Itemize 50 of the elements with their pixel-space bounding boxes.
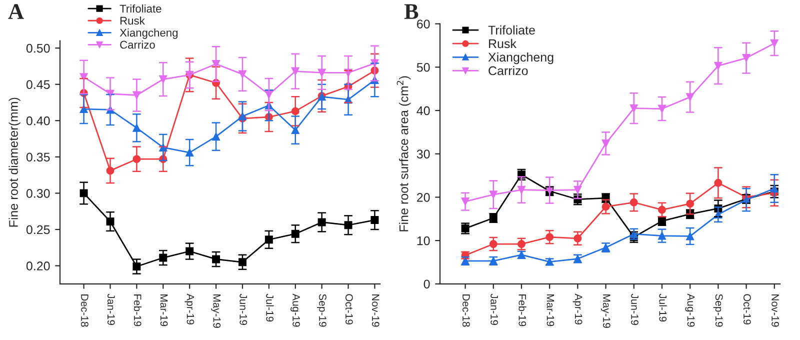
- y-tick-label: 30: [416, 150, 430, 158]
- x-tick-label: Jun-19: [240, 294, 248, 325]
- y-tick-label: 0.40: [26, 116, 50, 126]
- x-tick-label: Aug-19: [685, 294, 695, 327]
- y-tick-label: 10: [417, 236, 430, 246]
- y-tick-label: 60: [417, 20, 430, 28]
- legend-label: Trifoliate: [120, 4, 162, 13]
- y-tick-label: 0.20: [26, 262, 50, 270]
- x-tick-label: May-19: [211, 294, 221, 328]
- x-tick-label: Mar-19: [160, 294, 168, 326]
- x-tick-label: Jun-19: [631, 294, 638, 325]
- y-axis-title: Fine root diameter(mm): [8, 98, 20, 227]
- y-tick-label: 0: [424, 280, 430, 289]
- y-tick-label: 0.25: [26, 225, 50, 234]
- x-tick-label: Dec-18: [81, 294, 88, 327]
- y-tick-label: 0.45: [26, 80, 50, 89]
- legend-label: Rusk: [120, 16, 145, 25]
- x-tick-label: Feb-19: [518, 294, 526, 326]
- legend-label: Xiangcheng: [120, 28, 178, 39]
- y-tick-label: 20: [417, 193, 430, 202]
- legend-label: Xiangcheng: [488, 52, 554, 64]
- x-tick-label: Nov-19: [772, 294, 779, 327]
- y-tick-label: 0.35: [26, 152, 50, 162]
- legend-label: Carrizo: [488, 66, 528, 76]
- x-tick-label: Apr-19: [572, 294, 582, 324]
- x-tick-label: Oct-19: [743, 294, 751, 324]
- x-tick-label: Jan-19: [490, 294, 498, 325]
- legend-label: Rusk: [489, 38, 516, 48]
- x-tick-label: Mar-19: [546, 294, 554, 326]
- x-tick-label: Jul-19: [266, 294, 274, 322]
- y-tick-label: 0.50: [26, 44, 50, 53]
- x-tick-label: Jul-19: [659, 294, 667, 322]
- x-tick-label: May-19: [600, 294, 610, 328]
- legend-label: Trifoliate: [488, 25, 535, 35]
- chart-title: A: [8, 4, 24, 19]
- chart-title: B: [404, 4, 418, 19]
- x-tick-label: Apr-19: [184, 294, 194, 324]
- y-axis-title: Fine root surface area (cm$^{2}$): [396, 76, 411, 232]
- y-tick-label: 0.30: [26, 188, 50, 198]
- x-tick-label: Aug-19: [290, 294, 300, 327]
- legend-label: Carrizo: [120, 40, 155, 49]
- x-tick-label: Jan-19: [107, 294, 115, 325]
- x-tick-label: Nov-19: [372, 294, 380, 327]
- x-tick-label: Feb-19: [134, 294, 142, 326]
- x-tick-label: Sep-19: [316, 294, 326, 327]
- x-tick-label: Sep-19: [713, 294, 723, 327]
- x-tick-label: Dec-18: [462, 294, 470, 327]
- y-tick-label: 50: [416, 62, 430, 72]
- y-tick-label: 40: [416, 106, 430, 116]
- x-tick-label: Oct-19: [345, 294, 353, 324]
